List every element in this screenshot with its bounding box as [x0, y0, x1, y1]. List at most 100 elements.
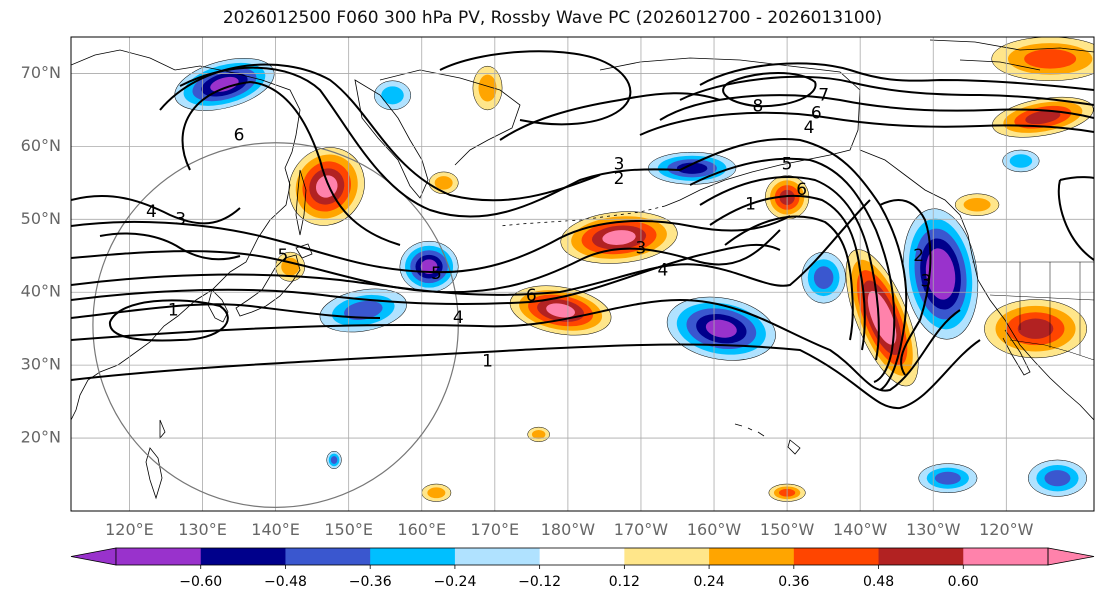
pv-anomaly-positive — [527, 426, 550, 442]
pv-anomaly-positive — [560, 211, 678, 264]
anomaly-level — [478, 74, 497, 102]
contour-6 — [71, 215, 791, 274]
contour-label: 4 — [146, 202, 157, 222]
latitude-labels: 70°N 60°N 50°N 40°N 30°N 20°N — [21, 63, 61, 447]
colorbar-segment — [793, 548, 880, 565]
pv-anomaly-positive — [984, 299, 1087, 359]
colorbar: −0.60 −0.48 −0.36 −0.24 −0.12 0.12 0.24 0.36 0.4… — [70, 547, 1095, 590]
alaska-coastline — [599, 57, 861, 207]
contour-trough-3 — [181, 80, 401, 246]
contour-high-5 — [659, 94, 1094, 121]
contour-4 — [71, 199, 871, 296]
pv-anomaly-positive — [991, 37, 1094, 81]
contour-label: 8 — [752, 96, 763, 116]
anomaly-level — [330, 456, 338, 464]
colorbar-segment — [878, 548, 964, 565]
lon-tick-label: 130°W — [906, 520, 961, 539]
lon-tick-label: 160°W — [687, 520, 742, 539]
japan-coastline — [235, 254, 301, 317]
pv-anomaly-negative — [918, 463, 978, 494]
contour-high-7 — [699, 62, 1094, 91]
contour-trough-4 — [71, 194, 241, 225]
lon-tick-label: 180°W — [541, 520, 596, 539]
colorbar-tick-label: 0.24 — [694, 574, 725, 590]
contour-label: 3 — [175, 209, 186, 229]
pv-anomaly-negative — [648, 151, 737, 185]
anomaly-level — [705, 319, 737, 338]
anomaly-level — [931, 258, 950, 290]
pv-contours — [71, 50, 1094, 410]
colorbar-segment — [116, 548, 202, 565]
colorbar-extend-high — [1047, 547, 1095, 566]
pv-anomaly-field — [174, 37, 1094, 502]
pv-anomaly-negative — [326, 450, 342, 469]
contour-trough-2 — [159, 63, 601, 202]
anomaly-level — [676, 162, 708, 174]
colorbar-segment — [200, 548, 286, 565]
pv-anomaly-positive — [954, 193, 1000, 216]
lat-tick-label: 60°N — [21, 136, 61, 155]
contour-label: 5 — [431, 264, 442, 284]
lon-tick-label: 130°E — [178, 520, 227, 539]
pv-anomaly-negative — [399, 240, 459, 293]
colorbar-extend-low — [70, 547, 117, 566]
contour-label: 1 — [482, 352, 493, 372]
hokkaido-coastline — [295, 243, 313, 259]
contour-label: 3 — [921, 271, 932, 291]
colorbar-tick-label: −0.36 — [349, 574, 392, 590]
contour-label: 4 — [657, 260, 668, 280]
colorbar-tick-label: 0.12 — [609, 574, 640, 590]
lon-tick-label: 140°W — [833, 520, 888, 539]
contour-label: 1 — [745, 195, 756, 215]
colorbar-segment — [624, 548, 710, 565]
contour-ridge-2 — [689, 157, 896, 383]
contour-trough-5 — [99, 232, 241, 261]
lon-tick-label: 120°E — [105, 520, 154, 539]
lon-tick-label: 120°W — [979, 520, 1034, 539]
state-borders — [989, 262, 1094, 355]
contour-ridge-5 — [724, 215, 854, 341]
contour-upstream-1 — [879, 199, 932, 376]
anomaly-level — [963, 197, 991, 212]
pv-anomaly-positive — [288, 147, 365, 226]
colorbar-tick-label: −0.48 — [264, 574, 307, 590]
contour-label: 1 — [168, 300, 179, 320]
colorbar-frame — [115, 547, 1049, 566]
anomaly-level — [420, 259, 438, 274]
map-title: 2026012500 F060 300 hPa PV, Rossby Wave … — [222, 8, 883, 28]
lat-tick-label: 50°N — [21, 209, 61, 228]
baja-coastline — [1002, 329, 1031, 376]
pv-anomaly-negative — [1027, 459, 1087, 497]
anomaly-level — [210, 76, 239, 92]
contour-2 — [71, 298, 961, 392]
arctic-islands — [929, 39, 1094, 71]
aleutians — [499, 205, 666, 227]
anomaly-level — [1025, 110, 1061, 125]
contour-ridge-1 — [679, 138, 908, 391]
lat-tick-label: 40°N — [21, 282, 61, 301]
contour-high-4 — [639, 111, 1094, 136]
lon-tick-label: 140°E — [251, 520, 300, 539]
contour-label: 2 — [913, 246, 924, 266]
pv-anomaly-negative — [373, 80, 412, 111]
lat-tick-label: 70°N — [21, 63, 61, 82]
lon-tick-label: 150°E — [324, 520, 373, 539]
contour-5 — [71, 229, 781, 294]
contour-north-2 — [499, 92, 721, 141]
colorbar-tick-label: 0.48 — [863, 574, 894, 590]
contour-ridge-3 — [699, 176, 880, 361]
contour-label: 3 — [636, 238, 647, 258]
contour-1-west — [71, 303, 381, 319]
pv-anomaly-negative — [1002, 149, 1040, 173]
country-border-us-mexico — [1009, 339, 1094, 361]
contour-label: 3 — [614, 155, 625, 175]
contour-label: 5 — [277, 246, 288, 266]
contour-label: 7 — [818, 85, 829, 105]
pv-anomaly-negative — [801, 251, 846, 304]
colorbar-segment — [370, 548, 456, 565]
contour-ridge-4 — [709, 194, 866, 351]
contour-label: 6 — [526, 286, 537, 306]
anomaly-level — [1017, 318, 1054, 339]
colorbar-tick-label: −0.24 — [433, 574, 476, 590]
